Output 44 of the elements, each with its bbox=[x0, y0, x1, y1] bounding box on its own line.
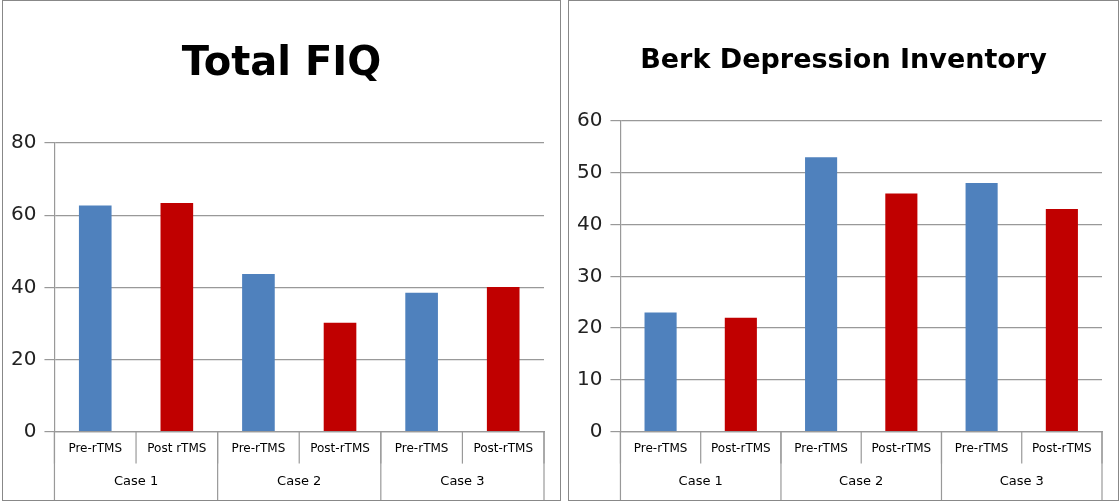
y-tick-label: 20 bbox=[577, 314, 603, 339]
bar bbox=[965, 183, 998, 431]
y-tick-label: 50 bbox=[577, 158, 603, 183]
bar bbox=[724, 317, 757, 431]
bar bbox=[405, 292, 438, 431]
text: Case 2 bbox=[839, 472, 884, 488]
y-tick-label: 40 bbox=[577, 210, 603, 235]
y-tick-label: 40 bbox=[11, 273, 37, 298]
x-tick-label: Pre-rTMS bbox=[231, 440, 286, 455]
text: Case 1 bbox=[678, 472, 723, 488]
x-tick-label: Pre-rTMS bbox=[794, 440, 848, 455]
x-tick-label: Post-rTMS bbox=[310, 440, 370, 455]
text: Case 3 bbox=[999, 472, 1044, 488]
bar bbox=[78, 205, 112, 431]
bar bbox=[805, 157, 838, 431]
x-tick-label: Post-rTMS bbox=[473, 440, 534, 455]
bar bbox=[486, 286, 520, 431]
text: Case 3 bbox=[440, 472, 485, 488]
bar bbox=[885, 193, 918, 431]
bar bbox=[1045, 209, 1078, 431]
y-tick-label: 60 bbox=[11, 201, 37, 226]
text: Case 1 bbox=[113, 472, 159, 488]
y-tick-label: 20 bbox=[11, 345, 37, 370]
x-tick-label: Pre-rTMS bbox=[954, 440, 1009, 455]
bar bbox=[644, 312, 677, 431]
y-tick-label: 60 bbox=[577, 107, 603, 132]
y-tick-label: 30 bbox=[577, 262, 603, 287]
text: Case 2 bbox=[277, 472, 322, 488]
bar bbox=[323, 322, 357, 431]
y-tick-label: 10 bbox=[577, 366, 603, 391]
x-tick-label: Post-rTMS bbox=[711, 440, 771, 455]
y-tick-label: 0 bbox=[589, 417, 603, 442]
chart-title: Total FIQ bbox=[180, 38, 383, 84]
x-tick-label: Pre-rTMS bbox=[394, 440, 449, 455]
x-tick-label: Post-rTMS bbox=[871, 440, 932, 455]
bar bbox=[242, 273, 275, 431]
y-tick-label: 0 bbox=[23, 417, 37, 442]
x-tick-label: Pre-rTMS bbox=[633, 440, 688, 455]
x-tick-label: Pre-rTMS bbox=[68, 440, 123, 455]
x-tick-label: Post rTMS bbox=[147, 440, 207, 455]
chart-title: Berk Depression Inventory bbox=[639, 43, 1048, 74]
x-tick-label: Post-rTMS bbox=[1032, 440, 1092, 455]
y-tick-label: 80 bbox=[11, 129, 37, 154]
bar bbox=[160, 202, 194, 431]
